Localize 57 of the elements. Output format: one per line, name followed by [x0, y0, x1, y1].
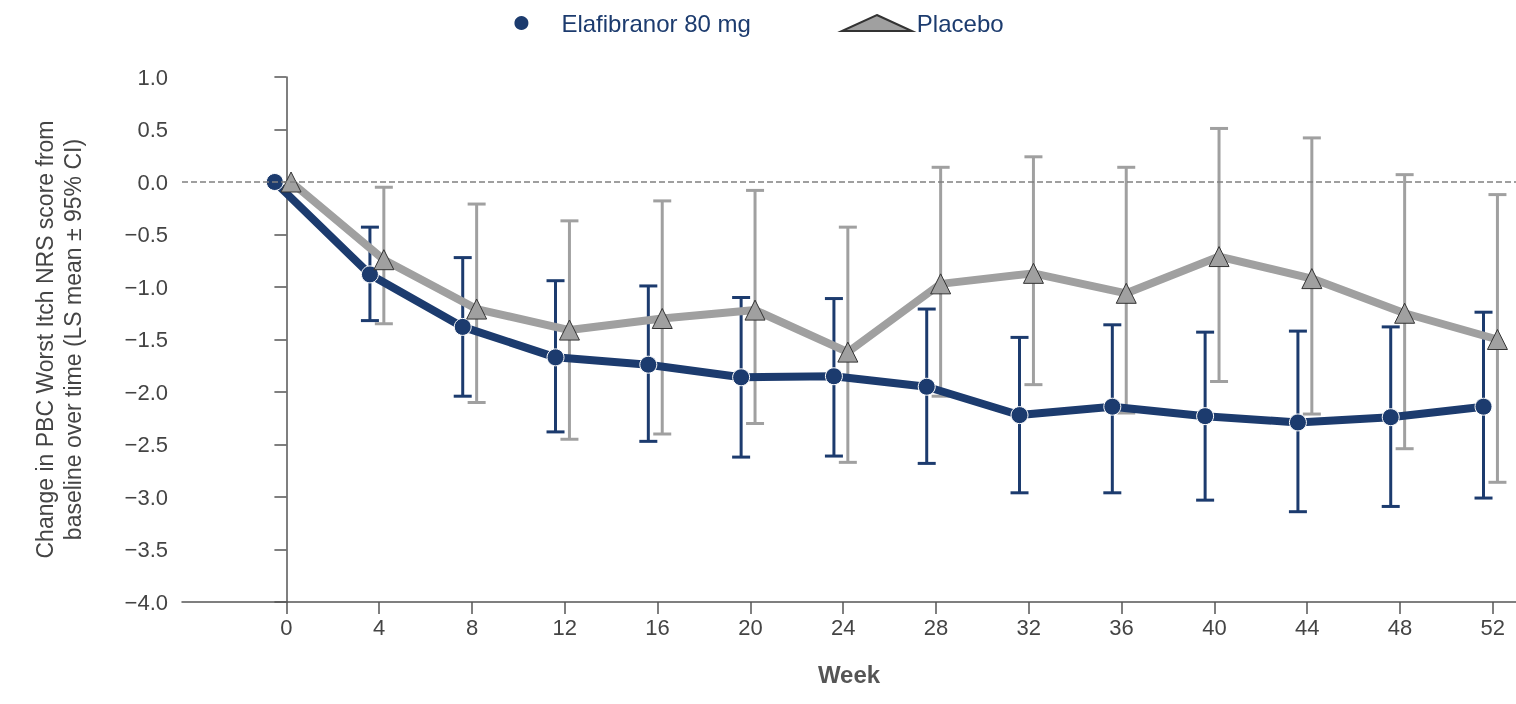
- y-tick-label: −0.5: [124, 222, 168, 247]
- y-tick-label: −3.0: [124, 484, 168, 510]
- point: [546, 348, 565, 367]
- point: [1196, 407, 1215, 426]
- point: [639, 355, 658, 374]
- x-tick-label: 32: [1016, 614, 1042, 640]
- point: [1288, 413, 1307, 432]
- x-tick-label: 28: [923, 614, 949, 640]
- point: [1208, 246, 1230, 268]
- point: [453, 317, 472, 336]
- point: [1022, 262, 1044, 284]
- point: [1301, 268, 1323, 290]
- point: [466, 298, 488, 320]
- point: [930, 273, 952, 295]
- legend-label: Placebo: [916, 9, 1004, 37]
- y-tick-label: −1.5: [124, 327, 168, 352]
- x-tick-label: 36: [1109, 614, 1134, 640]
- point: [744, 299, 766, 321]
- y-tick-label: 0.0: [137, 169, 168, 195]
- y-tick-label: −2.0: [124, 379, 168, 405]
- y-tick-label: 0.5: [137, 117, 168, 142]
- x-tick-label: 12: [552, 614, 578, 640]
- x-tick-label: 52: [1480, 614, 1506, 640]
- y-tick-label: −2.5: [124, 432, 168, 457]
- point: [1474, 397, 1493, 416]
- point: [1394, 302, 1416, 324]
- x-tick-label: 4: [373, 614, 386, 640]
- x-tick-label: 16: [645, 614, 670, 640]
- point: [1103, 397, 1122, 416]
- point: [280, 171, 302, 193]
- x-tick-label: 8: [465, 614, 479, 640]
- point: [360, 265, 379, 284]
- x-axis-title: Week: [817, 660, 881, 688]
- y-tick-label: −4.0: [124, 589, 168, 615]
- point: [917, 377, 936, 396]
- point: [1010, 406, 1029, 425]
- y-tick-label: −3.5: [124, 537, 168, 562]
- x-tick-label: 0: [280, 614, 293, 640]
- point: [1381, 408, 1400, 427]
- point: [558, 319, 580, 341]
- point: [265, 173, 284, 191]
- x-tick-label: 24: [830, 614, 856, 640]
- point: [837, 341, 859, 363]
- y-tick-label: 1.0: [137, 64, 168, 90]
- point: [1486, 329, 1508, 350]
- y-axis-title: Change in PBC Worst Itch NRS score from baseline over time (LS mean ± 95% CI): [32, 120, 86, 559]
- point: [651, 308, 673, 329]
- point: [1115, 282, 1137, 304]
- x-tick-label: 40: [1202, 614, 1227, 640]
- point: [373, 249, 395, 271]
- x-tick-label: 20: [738, 614, 763, 640]
- y-tick-label: −1.0: [124, 274, 168, 300]
- x-tick-label: 44: [1294, 614, 1320, 640]
- point: [824, 367, 843, 386]
- legend-label: Elafibranor 80 mg: [561, 9, 751, 37]
- x-tick-label: 48: [1387, 614, 1413, 640]
- point: [732, 368, 751, 387]
